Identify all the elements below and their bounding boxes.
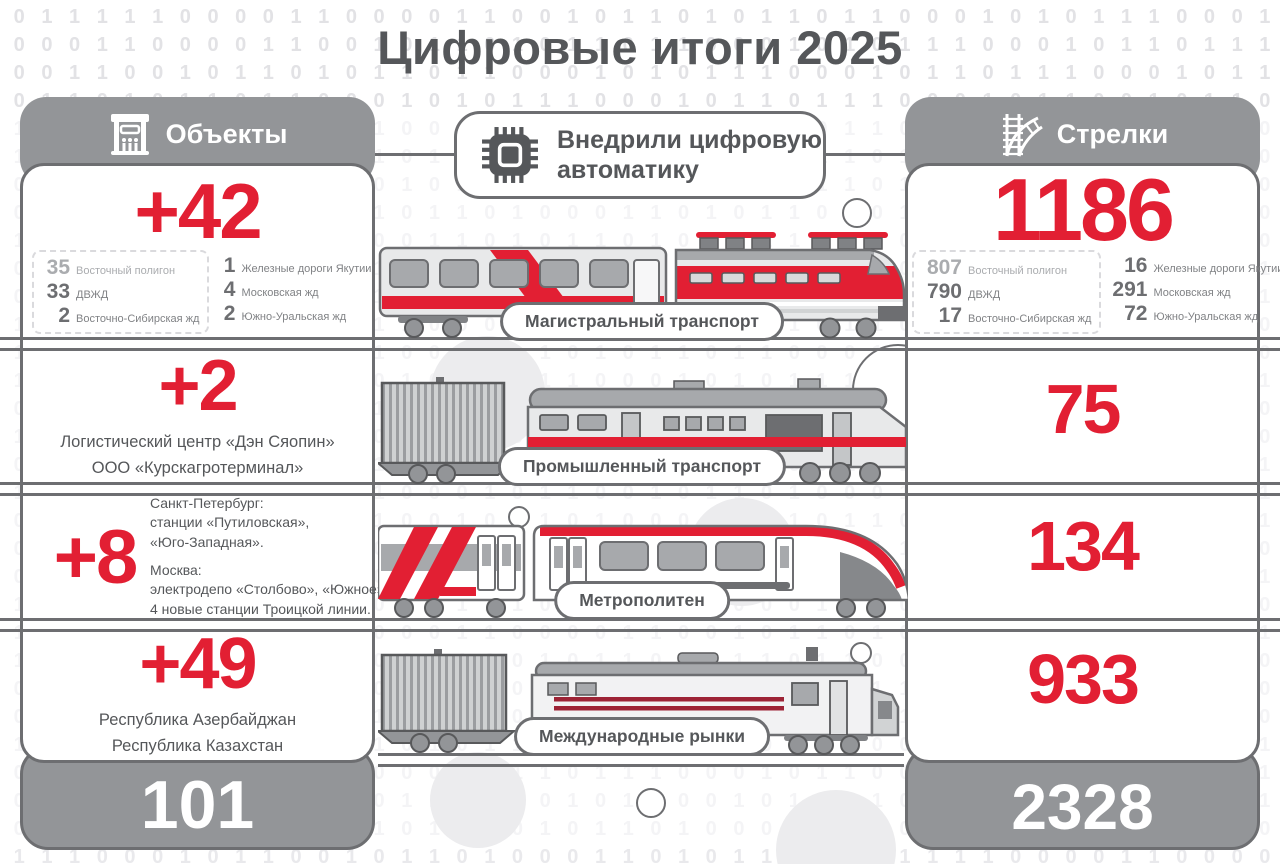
badge-connector-line (823, 153, 905, 156)
decor-circle-outline (842, 198, 872, 228)
switches-panel (905, 163, 1260, 763)
track-line (0, 629, 1280, 632)
microchip-icon (482, 127, 538, 183)
industrial-locomotive (526, 378, 908, 484)
transport-label-industrial: Промышленный транспорт (497, 447, 787, 486)
switches-row1-breakdown: 807 Восточный полигон 790 ДВЖД 17 Восточно-… (912, 250, 1280, 334)
breakdown-item: 4 Московская жд (223, 277, 319, 301)
binary-digits-row: 0 0 0 0 1 1 0 0 0 0 1 1 0 0 1 0 1 1 0 1 … (0, 34, 1280, 56)
breakdown-item: 2 Южно-Уральская жд (223, 301, 347, 325)
objects-row1-breakdown: 35 Восточный полигон 33 ДВЖД 2 Восточно-Сиб… (32, 250, 375, 334)
container-wagon (378, 377, 515, 484)
binary-digits-row: 0 0 0 1 1 0 0 1 0 1 1 0 1 0 1 1 0 1 1 0 … (0, 62, 1280, 84)
badge-connector-line (375, 153, 457, 156)
objects-panel (20, 163, 375, 763)
objects-row2-value: +2 (158, 346, 238, 426)
objects-total: 101 (20, 746, 375, 850)
page-title: Цифровые итоги 2025 (377, 21, 903, 74)
track-line (0, 493, 1280, 496)
railway-switch-icon (1002, 114, 1043, 157)
switches-row4-value: 933 (1027, 640, 1140, 718)
breakdown-item: 35 Восточный полигон (46, 256, 176, 279)
objects-row4-value: +49 (139, 624, 257, 704)
industrial-train-illustration (378, 377, 908, 484)
breakdown-item: 17 Восточно-Сибирская жд (938, 303, 1092, 327)
decor-circle (430, 752, 526, 848)
digital-automation-badge: Внедрили цифровую автоматику (454, 111, 826, 199)
breakdown-item: 2 Восточно-Сибирская жд (58, 303, 200, 327)
objects-row3-description: Санкт-Петербург: станции «Путиловская», … (150, 495, 389, 617)
objects-row2-description: Логистический центр «Дэн Сяопин» ООО «Ку… (60, 433, 335, 477)
objects-row3-value: +8 (53, 515, 139, 600)
switches-total: 2328 (905, 746, 1260, 850)
breakdown-item: 291 Московская жд (1112, 277, 1231, 301)
track-line (378, 764, 904, 767)
objects-row4-description: Республика Азербайджан Республика Казахс… (98, 711, 297, 755)
station-building-icon (110, 114, 149, 155)
track-line (0, 348, 1280, 351)
transport-label-metro: Метрополитен (554, 581, 730, 620)
breakdown-item: 72 Южно-Уральская жд (1124, 301, 1259, 325)
badge-text: Внедрили цифровую автоматику (557, 126, 822, 184)
binary-digits-row: 1 0 1 1 1 1 1 0 0 0 0 1 1 0 0 0 0 1 1 0 … (0, 6, 1280, 28)
breakdown-item: 16 Железные дороги Якутии (1124, 254, 1280, 277)
switches-row3-value: 134 (1027, 507, 1140, 585)
switches-header-label: Стрелки (1056, 119, 1169, 149)
decor-circle-outline (636, 788, 666, 818)
breakdown-item: 807 Восточный полигон (926, 256, 1068, 279)
breakdown-item: 1 Железные дороги Якутии (223, 254, 372, 277)
binary-digits-row: 0 1 1 1 0 0 0 1 0 1 1 0 0 1 0 1 1 0 1 0 … (0, 846, 1280, 864)
breakdown-item: 33 ДВЖД (46, 279, 109, 303)
metro-car (378, 524, 526, 618)
container-wagon-2 (378, 649, 517, 753)
switches-row1-value: 1186 (993, 160, 1175, 259)
transport-label-mainline: Магистральный транспорт (500, 302, 784, 341)
breakdown-item: 790 ДВЖД (926, 279, 1001, 303)
objects-row1-value: +42 (134, 167, 262, 255)
switches-row2-value: 75 (1045, 370, 1122, 448)
transport-label-international: Международные рынки (514, 717, 770, 756)
objects-header-label: Объекты (165, 119, 288, 149)
